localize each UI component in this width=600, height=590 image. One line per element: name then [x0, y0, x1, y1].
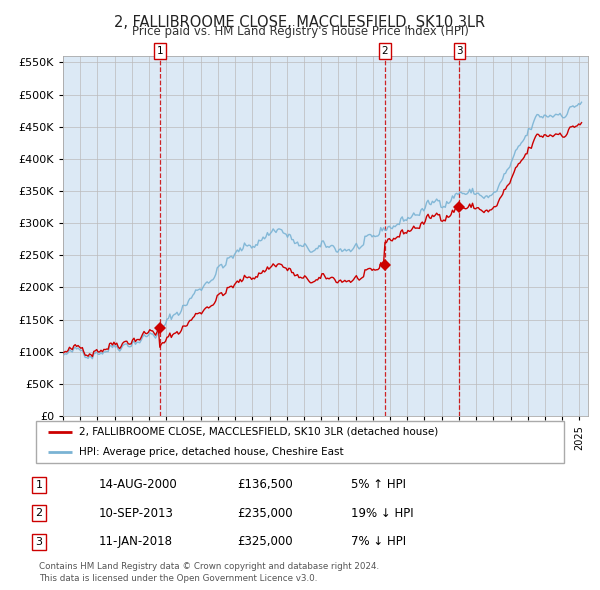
- Text: 2, FALLIBROOME CLOSE, MACCLESFIELD, SK10 3LR: 2, FALLIBROOME CLOSE, MACCLESFIELD, SK10…: [115, 15, 485, 30]
- Text: 3: 3: [456, 46, 463, 56]
- FancyBboxPatch shape: [36, 421, 564, 463]
- Text: 1: 1: [157, 46, 163, 56]
- Text: £136,500: £136,500: [237, 478, 293, 491]
- Text: £325,000: £325,000: [237, 535, 293, 548]
- Text: 14-AUG-2000: 14-AUG-2000: [99, 478, 178, 491]
- Text: 3: 3: [35, 537, 43, 546]
- Text: 5% ↑ HPI: 5% ↑ HPI: [351, 478, 406, 491]
- Text: Contains HM Land Registry data © Crown copyright and database right 2024.
This d: Contains HM Land Registry data © Crown c…: [39, 562, 379, 583]
- Text: £235,000: £235,000: [237, 507, 293, 520]
- Text: 19% ↓ HPI: 19% ↓ HPI: [351, 507, 413, 520]
- Text: 2, FALLIBROOME CLOSE, MACCLESFIELD, SK10 3LR (detached house): 2, FALLIBROOME CLOSE, MACCLESFIELD, SK10…: [79, 427, 439, 437]
- Text: 1: 1: [35, 480, 43, 490]
- Text: 7% ↓ HPI: 7% ↓ HPI: [351, 535, 406, 548]
- Text: 2: 2: [382, 46, 388, 56]
- Text: HPI: Average price, detached house, Cheshire East: HPI: Average price, detached house, Ches…: [79, 447, 344, 457]
- Text: 10-SEP-2013: 10-SEP-2013: [99, 507, 174, 520]
- Text: 2: 2: [35, 509, 43, 518]
- Text: 11-JAN-2018: 11-JAN-2018: [99, 535, 173, 548]
- Text: Price paid vs. HM Land Registry's House Price Index (HPI): Price paid vs. HM Land Registry's House …: [131, 25, 469, 38]
